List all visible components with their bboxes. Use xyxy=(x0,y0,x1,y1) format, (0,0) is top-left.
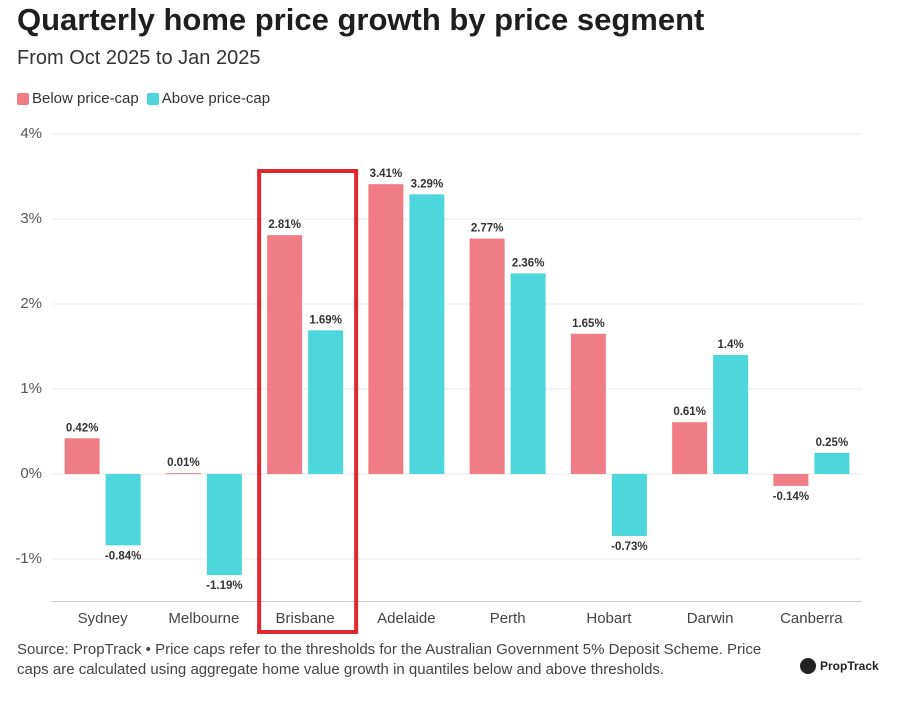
x-tick-label: Brisbane xyxy=(276,610,335,627)
bar xyxy=(64,438,100,474)
x-tick-label: Melbourne xyxy=(168,610,239,627)
legend-label: Above price-cap xyxy=(161,90,271,107)
bar xyxy=(672,422,708,474)
value-label: 0.25% xyxy=(816,437,849,449)
value-label: 0.42% xyxy=(66,422,99,434)
bar xyxy=(105,474,141,546)
value-label: 2.77% xyxy=(471,223,504,235)
bar xyxy=(267,235,303,474)
value-label: 2.81% xyxy=(268,219,301,231)
x-tick-label: Sydney xyxy=(78,610,129,627)
bar xyxy=(570,333,606,474)
bar xyxy=(814,452,850,474)
x-tick-label: Adelaide xyxy=(377,610,435,627)
y-tick-label: 2% xyxy=(20,295,42,312)
chart-subtitle: From Oct 2025 to Jan 2025 xyxy=(17,47,261,69)
bar xyxy=(510,273,546,474)
legend-label: Below price-cap xyxy=(32,90,139,107)
legend-swatch xyxy=(146,92,159,105)
legend-item: Below price-cap xyxy=(17,90,139,107)
value-label: -0.73% xyxy=(611,541,647,553)
value-label: 0.01% xyxy=(167,457,200,469)
value-label: -0.14% xyxy=(773,491,809,503)
y-tick-label: 1% xyxy=(20,380,42,397)
value-label: 3.41% xyxy=(370,168,403,180)
y-tick-label: -1% xyxy=(15,550,42,567)
value-label: -1.19% xyxy=(206,580,242,592)
bar xyxy=(308,330,344,474)
bar xyxy=(165,473,201,475)
bar xyxy=(368,184,404,474)
bar xyxy=(773,474,809,486)
value-label: -0.84% xyxy=(105,550,141,562)
logo: PropTrack xyxy=(800,658,879,674)
y-tick-label: 0% xyxy=(20,465,42,482)
value-label: 2.36% xyxy=(512,257,545,269)
value-label: 1.69% xyxy=(309,314,342,326)
logo-icon xyxy=(800,658,816,674)
value-label: 3.29% xyxy=(411,178,444,190)
legend-swatch xyxy=(17,92,29,105)
bar xyxy=(206,474,242,576)
value-label: 1.65% xyxy=(572,318,605,330)
chart-title: Quarterly home price growth by price seg… xyxy=(17,2,705,37)
value-label: 1.4% xyxy=(718,339,744,351)
bar xyxy=(611,474,647,537)
y-tick-label: 3% xyxy=(20,210,42,227)
source-note: Source: PropTrack • Price caps refer to … xyxy=(17,641,762,678)
x-tick-label: Hobart xyxy=(586,610,632,627)
bar xyxy=(469,238,505,474)
legend-item: Above price-cap xyxy=(146,90,271,107)
bar xyxy=(409,194,445,474)
x-tick-label: Darwin xyxy=(687,610,734,627)
y-tick-label: 4% xyxy=(20,125,42,142)
value-label: 0.61% xyxy=(673,406,706,418)
legend: Below price-cap Above price-cap xyxy=(17,90,270,107)
bar xyxy=(713,355,749,474)
logo-text: PropTrack xyxy=(820,659,879,673)
highlight-box xyxy=(257,169,359,634)
x-tick-label: Perth xyxy=(490,610,526,627)
x-tick-label: Canberra xyxy=(780,610,843,627)
